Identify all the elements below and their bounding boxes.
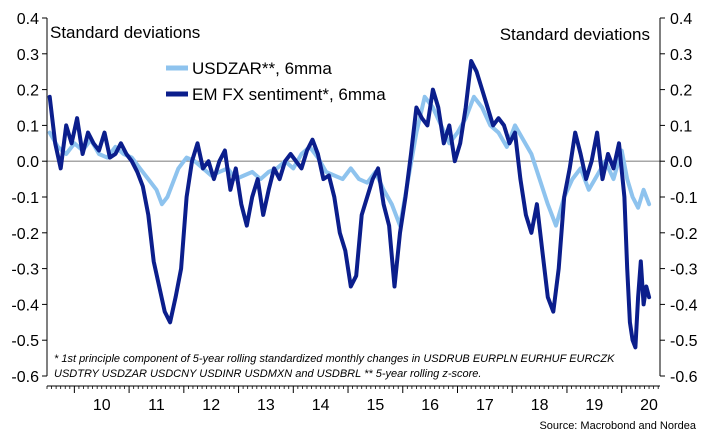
axis-layer: 0.4 0.4 0.3 0.3 0.2 0.2 0.1 0.1 0.0 0.0 -0.1 -0.1 -0…	[11, 11, 697, 414]
y-tick-label-right: 0.1	[670, 118, 692, 135]
x-tick-label: 18	[531, 397, 549, 414]
y-tick-label-right: 0.2	[670, 83, 692, 100]
y-tick-label-left: -0.6	[11, 369, 39, 386]
y-tick-label-left: -0.5	[11, 333, 39, 350]
y-tick-label-right: -0.4	[670, 297, 698, 314]
x-tick-label: 19	[585, 397, 603, 414]
x-tick-label: 15	[366, 397, 384, 414]
y-tick-label-left: 0.4	[17, 11, 39, 28]
footnote-line-1: * 1st principle component of 5-year roll…	[54, 353, 615, 365]
x-tick-label: 12	[202, 397, 220, 414]
x-tick-label: 10	[93, 397, 111, 414]
y-tick-label-right: -0.6	[670, 369, 698, 386]
y-tick-label-left: -0.3	[11, 262, 39, 279]
y-tick-label-right: -0.5	[670, 333, 698, 350]
y-tick-label-right: -0.1	[670, 190, 698, 207]
y-tick-label-left: 0.0	[17, 154, 39, 171]
y-tick-label-right: -0.2	[670, 226, 698, 243]
y-tick-label-left: -0.1	[11, 190, 39, 207]
y-tick-label-right: 0.0	[670, 154, 692, 171]
y-tick-label-left: -0.2	[11, 226, 39, 243]
legend-label-emfx: EM FX sentiment*, 6mma	[192, 85, 386, 104]
x-tick-label: 17	[476, 397, 494, 414]
series-line-usdzar	[47, 94, 652, 228]
y-tick-label-left: 0.1	[17, 118, 39, 135]
legend-label-usdzar: USDZAR**, 6mma	[192, 59, 332, 78]
y-unit-right: Standard deviations	[500, 25, 650, 44]
y-unit-left: Standard deviations	[50, 23, 200, 42]
y-tick-label-left: 0.2	[17, 83, 39, 100]
x-tick-label: 16	[421, 397, 439, 414]
x-tick-label: 11	[148, 397, 165, 414]
footnote-line-2: USDTRY USDZAR USDCNY USDINR USDMXN and U…	[54, 368, 481, 380]
legend: USDZAR**, 6mma EM FX sentiment*, 6mma	[166, 59, 386, 104]
y-tick-label-right: 0.4	[670, 11, 692, 28]
source-note: Source: Macrobond and Nordea	[539, 420, 696, 432]
y-tick-label-right: 0.3	[670, 47, 692, 64]
series-layer	[47, 59, 652, 350]
x-tick-label: 13	[257, 397, 275, 414]
y-tick-label-left: -0.4	[11, 297, 39, 314]
series-line-emfx	[47, 59, 652, 350]
x-tick-label: 20	[640, 397, 658, 414]
y-tick-label-left: 0.3	[17, 47, 39, 64]
y-tick-label-right: -0.3	[670, 262, 698, 279]
x-tick-label: 14	[312, 397, 330, 414]
